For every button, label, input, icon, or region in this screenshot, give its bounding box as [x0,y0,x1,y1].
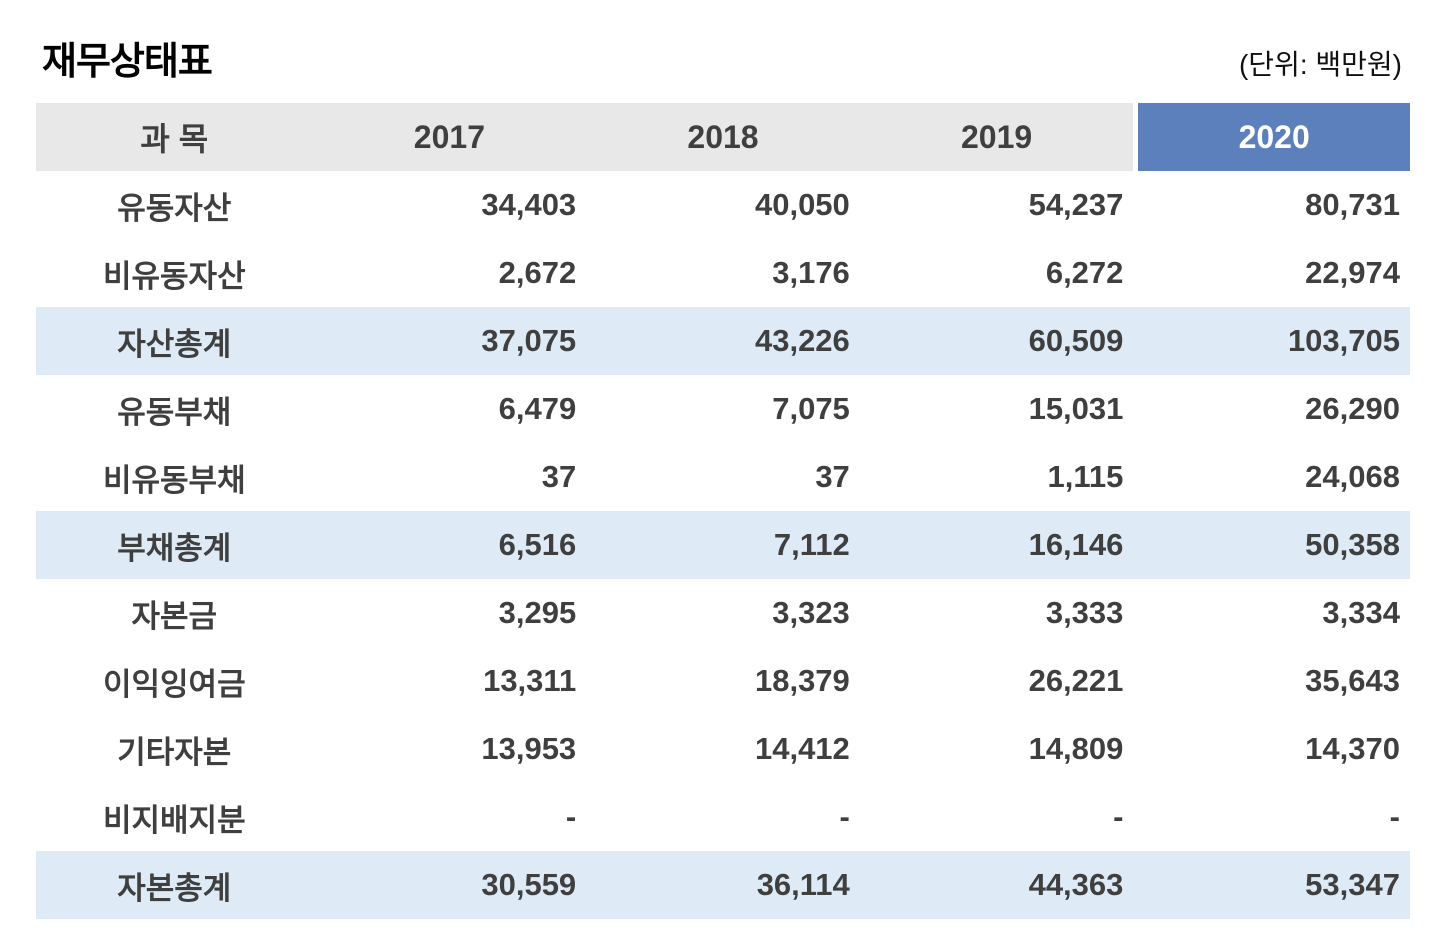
row-label: 비유동자산 [102,258,246,294]
value-2019: 54,237 [1028,187,1124,222]
value-2020: 24,068 [1305,459,1400,494]
value-2020: 80,731 [1305,187,1400,222]
row-label: 자본총계 [36,851,313,919]
value-2017: 2,672 [498,255,577,290]
header-year-2018: 2018 [586,103,860,171]
value-2020: 14,370 [1305,731,1400,766]
table-row: 자산총계 37,075 43,226 60,509 103,705 [36,307,1410,375]
value-2018: 40,050 [754,187,850,222]
value-2017: 37 [541,459,577,494]
value-2020: 103,705 [1133,307,1410,375]
row-label: 자산총계 [36,307,313,375]
top-bar: 재무상태표 (단위: 백만원) [42,40,1402,86]
value-2020: 26,290 [1305,391,1400,426]
table-row: 비지배지분 - - - - [36,783,1410,851]
value-2017: 37,075 [312,307,587,375]
value-2019: 44,363 [859,851,1134,919]
row-label: 자본금 [131,598,218,634]
value-2020: 35,643 [1305,663,1400,698]
header-year-2017: 2017 [312,103,587,171]
value-2017: - [565,799,577,834]
table-row: 유동자산 34,403 40,050 54,237 80,731 [36,171,1410,239]
table-row: 이익잉여금 13,311 18,379 26,221 35,643 [36,647,1410,715]
value-2018: 3,176 [772,255,850,290]
row-label: 비유동부채 [102,462,246,498]
table-row: 자본총계 30,559 36,114 44,363 53,347 [36,851,1410,919]
value-2018: 43,226 [586,307,860,375]
value-2018: 36,114 [586,851,860,919]
table-row: 부채총계 6,516 7,112 16,146 50,358 [36,511,1410,579]
row-label: 부채총계 [36,511,313,579]
value-2019: 1,115 [1047,459,1124,494]
value-2018: 37 [815,459,850,494]
value-2017: 34,403 [481,187,577,222]
table-header-row: 과 목 2017 2018 2019 2020 [36,103,1410,171]
value-2018: 18,379 [754,663,850,698]
value-2018: 7,112 [586,511,860,579]
value-2019: 15,031 [1028,391,1124,426]
table-row: 자본금 3,295 3,323 3,333 3,334 [36,579,1410,647]
row-label: 유동부채 [117,394,232,430]
value-2018: - [839,799,850,834]
value-2017: 13,953 [481,731,577,766]
value-2017: 13,311 [483,663,577,698]
unit-note: (단위: 백만원) [1238,48,1402,80]
value-2018: 3,323 [772,595,850,630]
value-2019: 14,809 [1028,731,1124,766]
value-2020: 53,347 [1133,851,1410,919]
value-2017: 6,479 [498,391,577,426]
value-2017: 3,295 [498,595,577,630]
value-2020: 3,334 [1322,595,1400,630]
value-2019: - [1113,799,1124,834]
page-title: 재무상태표 [42,41,213,83]
table-body: 유동자산 34,403 40,050 54,237 80,731 비유동자산 2… [36,171,1410,919]
table-row: 비유동부채 37 37 1,115 24,068 [36,443,1410,511]
value-2020: 50,358 [1133,511,1410,579]
header-year-2020: 2020 [1133,103,1410,171]
value-2018: 14,412 [754,731,850,766]
row-label: 기타자본 [117,734,232,770]
value-2020: 22,974 [1305,255,1400,290]
value-2019: 60,509 [859,307,1134,375]
row-label: 유동자산 [117,190,232,226]
financial-statement-table: 과 목 2017 2018 2019 2020 유동자산 34,403 40,0… [36,103,1410,919]
value-2017: 30,559 [312,851,587,919]
header-subject: 과 목 [36,103,313,171]
value-2020: - [1389,799,1400,834]
table-row: 비유동자산 2,672 3,176 6,272 22,974 [36,239,1410,307]
row-label: 이익잉여금 [102,666,246,702]
value-2019: 16,146 [859,511,1134,579]
value-2019: 3,333 [1045,595,1124,630]
value-2017: 6,516 [312,511,587,579]
table-row: 기타자본 13,953 14,412 14,809 14,370 [36,715,1410,783]
header-year-2019: 2019 [859,103,1134,171]
table-row: 유동부채 6,479 7,075 15,031 26,290 [36,375,1410,443]
row-label: 비지배지분 [102,802,246,838]
value-2018: 7,075 [772,391,850,426]
value-2019: 6,272 [1045,255,1124,290]
value-2019: 26,221 [1028,663,1124,698]
